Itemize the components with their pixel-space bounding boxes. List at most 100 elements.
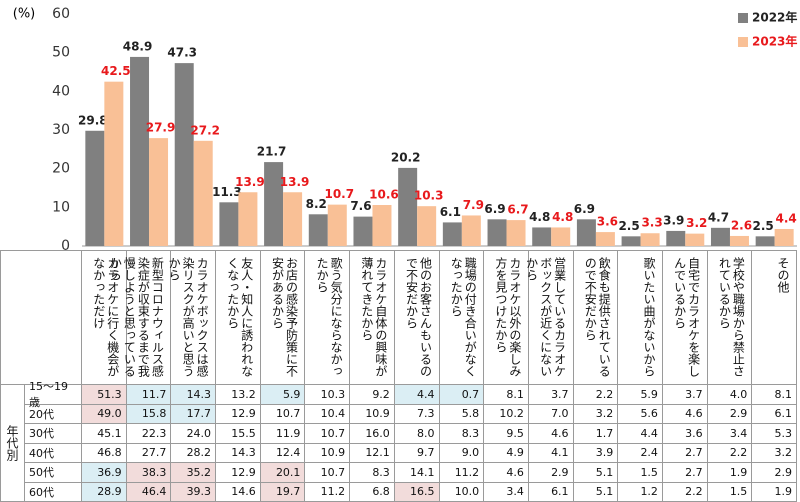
table-cell: 4.4 [618, 424, 663, 444]
table-cell: 7.3 [394, 404, 440, 424]
table-cell: 5.1 [573, 463, 619, 483]
column-header: 歌う気分にならなかったから [305, 250, 351, 385]
bar [264, 162, 284, 246]
table-cell: 10.7 [260, 404, 306, 424]
table-cell: 28.9 [82, 482, 127, 502]
table-cell: 1.9 [752, 482, 797, 502]
column-header: 自宅でカラオケを楽しんでいるから [662, 250, 708, 385]
table-cell: 4.1 [528, 443, 574, 463]
y-tick-label: 40 [52, 83, 70, 99]
category-label: 飲食も提供されているので不安だから [583, 257, 612, 377]
bar [640, 233, 660, 246]
bar [666, 230, 686, 246]
bar [398, 167, 418, 246]
category-label: 歌いたい曲がないから [641, 257, 656, 377]
column-header: 飲食も提供されているので不安だから [573, 250, 619, 385]
data-label: 11.3 [212, 185, 242, 199]
table-cell: 10.9 [350, 404, 395, 424]
column-header: カラオケ以外の楽しみ方を見つけたから [484, 250, 529, 385]
row-label: 50代 [25, 463, 82, 483]
y-tick-label: 20 [52, 161, 70, 177]
category-label: 歌う気分にならなかったから [315, 257, 344, 377]
legend-label: 2023年 [752, 34, 797, 49]
table-cell: 3.6 [662, 424, 708, 444]
data-label: 3.3 [641, 216, 662, 230]
table-cell: 27.7 [126, 443, 172, 463]
data-label: 7.6 [350, 199, 371, 213]
category-label: 新型コロナウィルス感染症が収束するまで我慢しようと思っているから [108, 257, 165, 377]
data-label: 27.9 [146, 121, 176, 135]
table-cell: 22.3 [126, 424, 172, 444]
column-header: 職場の付き合いがなくなったから [439, 250, 485, 385]
y-axis-label: (%) [13, 7, 36, 22]
table-cell: 10.7 [305, 463, 351, 483]
data-label: 29.8 [78, 113, 108, 127]
row-label: 60代 [25, 482, 82, 502]
category-label: 職場の付き合いがなくなったから [449, 257, 478, 377]
table-cell: 4.6 [528, 424, 574, 444]
data-label: 3.2 [686, 216, 707, 230]
bar [308, 214, 328, 246]
row-label: 40代 [25, 443, 82, 463]
bar [353, 216, 373, 246]
table-cell: 7.0 [528, 404, 574, 424]
data-label: 10.7 [324, 187, 354, 201]
category-label: カラオケ自体の興味が薄れてきたから [359, 257, 388, 377]
table-cell: 1.9 [707, 463, 753, 483]
table-cell: 9.5 [484, 424, 529, 444]
data-label: 3.9 [663, 213, 684, 227]
table-cell: 4.6 [662, 404, 708, 424]
table-cell: 8.1 [752, 385, 797, 405]
table-cell: 2.7 [662, 463, 708, 483]
row-label: 20代 [25, 404, 82, 424]
data-label: 21.7 [257, 145, 287, 159]
table-cell: 12.4 [260, 443, 306, 463]
table-cell: 2.2 [662, 482, 708, 502]
table-cell: 10.4 [305, 404, 351, 424]
category-label: お店の感染予防策に不安があるから [270, 257, 299, 377]
data-label: 6.9 [484, 202, 505, 216]
column-header: 歌いたい曲がないから [618, 250, 663, 385]
data-label: 6.9 [574, 202, 595, 216]
category-label: 学校や職場から禁止されているから [717, 257, 746, 377]
table-cell: 49.0 [82, 404, 127, 424]
column-header: 学校や職場から禁止されているから [707, 250, 753, 385]
y-tick-label: 60 [52, 6, 70, 22]
data-label: 6.7 [507, 203, 528, 217]
table-cell: 14.6 [216, 482, 261, 502]
table-cell: 16.5 [394, 482, 440, 502]
table-cell: 1.7 [573, 424, 619, 444]
data-label: 42.5 [101, 64, 131, 78]
category-label: カラオケ以外の楽しみ方を見つけたから [493, 257, 522, 377]
data-label: 10.3 [414, 189, 444, 203]
table-cell: 14.1 [394, 463, 440, 483]
bar [174, 63, 194, 247]
category-label: その他 [776, 257, 790, 293]
table-cell: 20.1 [260, 463, 306, 483]
bar [85, 130, 105, 246]
table-cell: 10.7 [305, 424, 351, 444]
table-cell: 4.4 [394, 385, 440, 405]
bar [755, 236, 775, 246]
table-cell: 2.4 [618, 443, 663, 463]
bar [219, 202, 239, 246]
bar [130, 56, 150, 246]
table-cell: 4.0 [707, 385, 753, 405]
bar [238, 192, 258, 246]
data-label: 4.4 [776, 211, 797, 225]
table-cell: 2.2 [573, 385, 619, 405]
y-tick-label: 30 [52, 122, 70, 138]
column-header: 新型コロナウィルス感染症が収束するまで我慢しようと思っているから [108, 250, 172, 385]
legend-swatch [738, 13, 748, 23]
y-tick-label: 0 [61, 238, 70, 250]
bar [710, 227, 730, 246]
bar [774, 228, 794, 246]
data-label: 10.6 [369, 188, 399, 202]
table-cell: 3.7 [662, 385, 708, 405]
table-cell: 4.6 [484, 463, 529, 483]
table-cell: 3.9 [573, 443, 619, 463]
data-label: 13.9 [280, 175, 310, 189]
table-cell: 24.0 [171, 424, 217, 444]
table-cell: 9.2 [350, 385, 395, 405]
